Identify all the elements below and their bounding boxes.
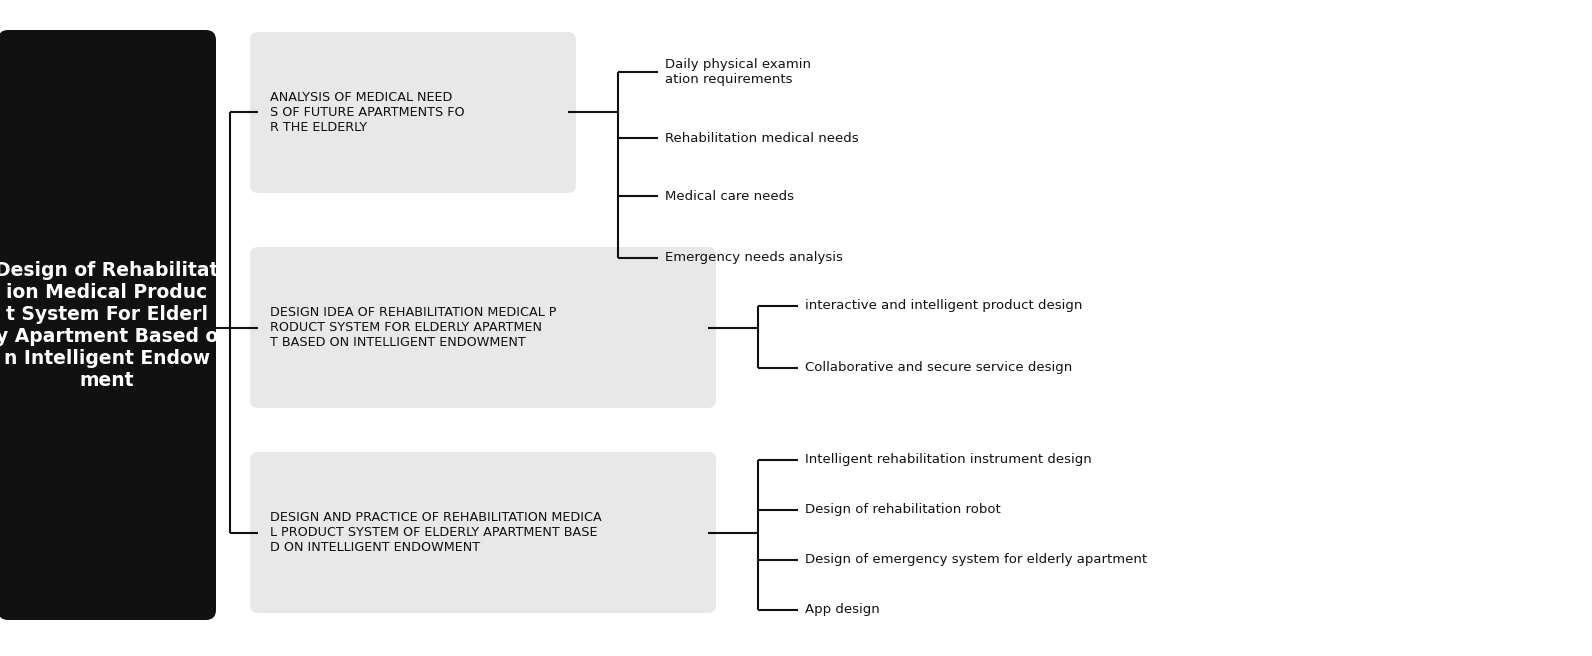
Text: Collaborative and secure service design: Collaborative and secure service design (806, 361, 1073, 375)
FancyBboxPatch shape (250, 247, 716, 408)
Text: DESIGN AND PRACTICE OF REHABILITATION MEDICA
L PRODUCT SYSTEM OF ELDERLY APARTME: DESIGN AND PRACTICE OF REHABILITATION ME… (271, 511, 602, 554)
FancyBboxPatch shape (0, 30, 217, 620)
FancyBboxPatch shape (250, 32, 576, 193)
Text: Emergency needs analysis: Emergency needs analysis (665, 251, 842, 264)
Text: interactive and intelligent product design: interactive and intelligent product desi… (806, 300, 1083, 312)
Text: App design: App design (806, 604, 880, 617)
FancyBboxPatch shape (250, 452, 716, 613)
Text: Daily physical examin
ation requirements: Daily physical examin ation requirements (665, 58, 810, 86)
Text: Medical care needs: Medical care needs (665, 190, 794, 203)
Text: Design of rehabilitation robot: Design of rehabilitation robot (806, 504, 1001, 516)
Text: Design of emergency system for elderly apartment: Design of emergency system for elderly a… (806, 554, 1148, 567)
Text: Design of Rehabilitat
ion Medical Produc
t System For Elderl
y Apartment Based o: Design of Rehabilitat ion Medical Produc… (0, 260, 218, 390)
Text: DESIGN IDEA OF REHABILITATION MEDICAL P
RODUCT SYSTEM FOR ELDERLY APARTMEN
T BAS: DESIGN IDEA OF REHABILITATION MEDICAL P … (271, 306, 557, 349)
Text: Intelligent rehabilitation instrument design: Intelligent rehabilitation instrument de… (806, 453, 1092, 466)
Text: ANALYSIS OF MEDICAL NEED
S OF FUTURE APARTMENTS FO
R THE ELDERLY: ANALYSIS OF MEDICAL NEED S OF FUTURE APA… (271, 91, 465, 134)
Text: Rehabilitation medical needs: Rehabilitation medical needs (665, 131, 858, 144)
